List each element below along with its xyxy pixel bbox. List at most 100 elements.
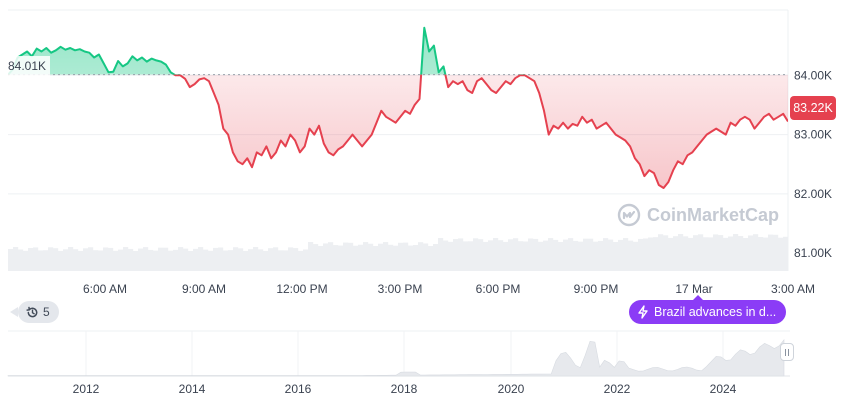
volume-bar: [238, 248, 244, 271]
volume-bar: [523, 241, 529, 271]
volume-bar: [743, 237, 749, 271]
volume-bar: [588, 238, 594, 271]
volume-bar: [673, 236, 679, 271]
volume-bar: [708, 237, 714, 271]
volume-bar: [353, 245, 359, 271]
volume-bar: [723, 237, 729, 271]
volume-bar: [68, 247, 74, 271]
price-area-fill: [8, 27, 788, 188]
volume-bar: [658, 234, 664, 271]
history-button[interactable]: 5: [10, 301, 59, 323]
volume-bar: [608, 239, 614, 271]
overview-x-tick-label: 2016: [285, 382, 312, 396]
volume-bar: [473, 238, 479, 271]
volume-bar: [508, 239, 514, 271]
price-line-up: [8, 26, 526, 75]
volume-bar: [218, 247, 224, 271]
volume-bar: [603, 238, 609, 271]
volume-bar: [678, 234, 684, 271]
volume-bar: [503, 241, 509, 271]
price-line-down: [8, 74, 788, 189]
handle-grip-right: [788, 348, 789, 356]
volume-bar: [413, 245, 419, 271]
y-tick-label: 83.00K: [794, 128, 832, 142]
volume-bar: [763, 237, 769, 271]
volume-bar: [453, 239, 459, 271]
volume-bar: [268, 248, 274, 271]
volume-bar: [768, 234, 774, 271]
volume-bar: [418, 242, 424, 271]
volume-bar: [578, 241, 584, 271]
volume-bar: [278, 250, 284, 271]
volume-bar: [468, 241, 474, 271]
news-event-button[interactable]: Brazil advances in d...: [629, 295, 787, 324]
volume-bar: [108, 247, 114, 271]
volume-bar: [83, 248, 89, 271]
volume-bar: [93, 250, 99, 271]
x-tick-label: 9:00 AM: [182, 282, 226, 296]
baseline-label: 84.01K: [4, 56, 51, 76]
volume-bar: [393, 245, 399, 271]
volume-bar: [653, 237, 659, 271]
volume-bar: [478, 239, 484, 271]
volume-bar: [438, 238, 444, 271]
volume-bar: [618, 239, 624, 271]
volume-bar: [373, 245, 379, 271]
volume-bar: [738, 236, 744, 271]
volume-bar: [88, 247, 94, 271]
volume-bar: [28, 248, 34, 271]
area-below-baseline: [8, 74, 788, 188]
volume-bar: [228, 250, 234, 271]
volume-bar: [298, 250, 304, 271]
volume-bar: [498, 240, 504, 271]
volume-bar: [368, 243, 374, 271]
volume-bar: [258, 249, 264, 271]
y-axis-labels: 84.00K 83.00K 82.00K 81.00K: [794, 68, 832, 260]
news-event-text: Brazil advances in d...: [654, 305, 777, 319]
volume-bar: [518, 241, 524, 271]
volume-bar: [138, 248, 144, 271]
volume-bar: [243, 250, 249, 271]
overview-x-axis-labels: 2012 2014 2016 2018 2020 2022 2024: [73, 382, 737, 396]
overview-x-tick-label: 2024: [710, 382, 737, 396]
x-tick-label: 17 Mar: [675, 282, 712, 296]
volume-bar: [308, 242, 314, 271]
overview-x-tick-label: 2020: [498, 382, 525, 396]
volume-bar: [168, 250, 174, 271]
volume-bar: [38, 250, 44, 271]
volume-bar: [773, 234, 779, 271]
volume-bar: [303, 249, 309, 271]
y-tick-label: 84.00K: [794, 68, 832, 82]
volume-bar: [488, 240, 494, 271]
volume-bar: [78, 250, 84, 271]
volume-bar: [448, 241, 454, 271]
volume-bar: [563, 239, 569, 271]
volume-bar: [553, 239, 559, 271]
volume-bar: [538, 241, 544, 271]
volume-bar: [158, 247, 164, 271]
overview-x-tick-label: 2012: [73, 382, 100, 396]
volume-bar: [463, 241, 469, 271]
volume-bar: [183, 248, 189, 271]
x-tick-label: 9:00 PM: [574, 282, 619, 296]
x-tick-label: 3:00 AM: [771, 282, 815, 296]
volume-bar: [133, 250, 139, 271]
volume-bar: [318, 245, 324, 271]
volume-bar: [253, 247, 259, 271]
volume-bar: [443, 240, 449, 271]
volume-bar: [63, 249, 69, 271]
volume-bar: [728, 236, 734, 271]
current-price-badge: 83.22K: [790, 96, 836, 120]
range-slider-handle[interactable]: [780, 343, 794, 361]
overview-chart[interactable]: [7, 330, 790, 377]
volume-bar: [378, 243, 384, 271]
volume-bar: [583, 238, 589, 271]
history-count: 5: [43, 305, 50, 319]
overview-x-tick-label: 2022: [604, 382, 631, 396]
volume-bar: [458, 238, 464, 271]
y-tick-label: 81.00K: [794, 246, 832, 260]
volume-bar: [398, 242, 404, 271]
volume-bar: [718, 235, 724, 271]
